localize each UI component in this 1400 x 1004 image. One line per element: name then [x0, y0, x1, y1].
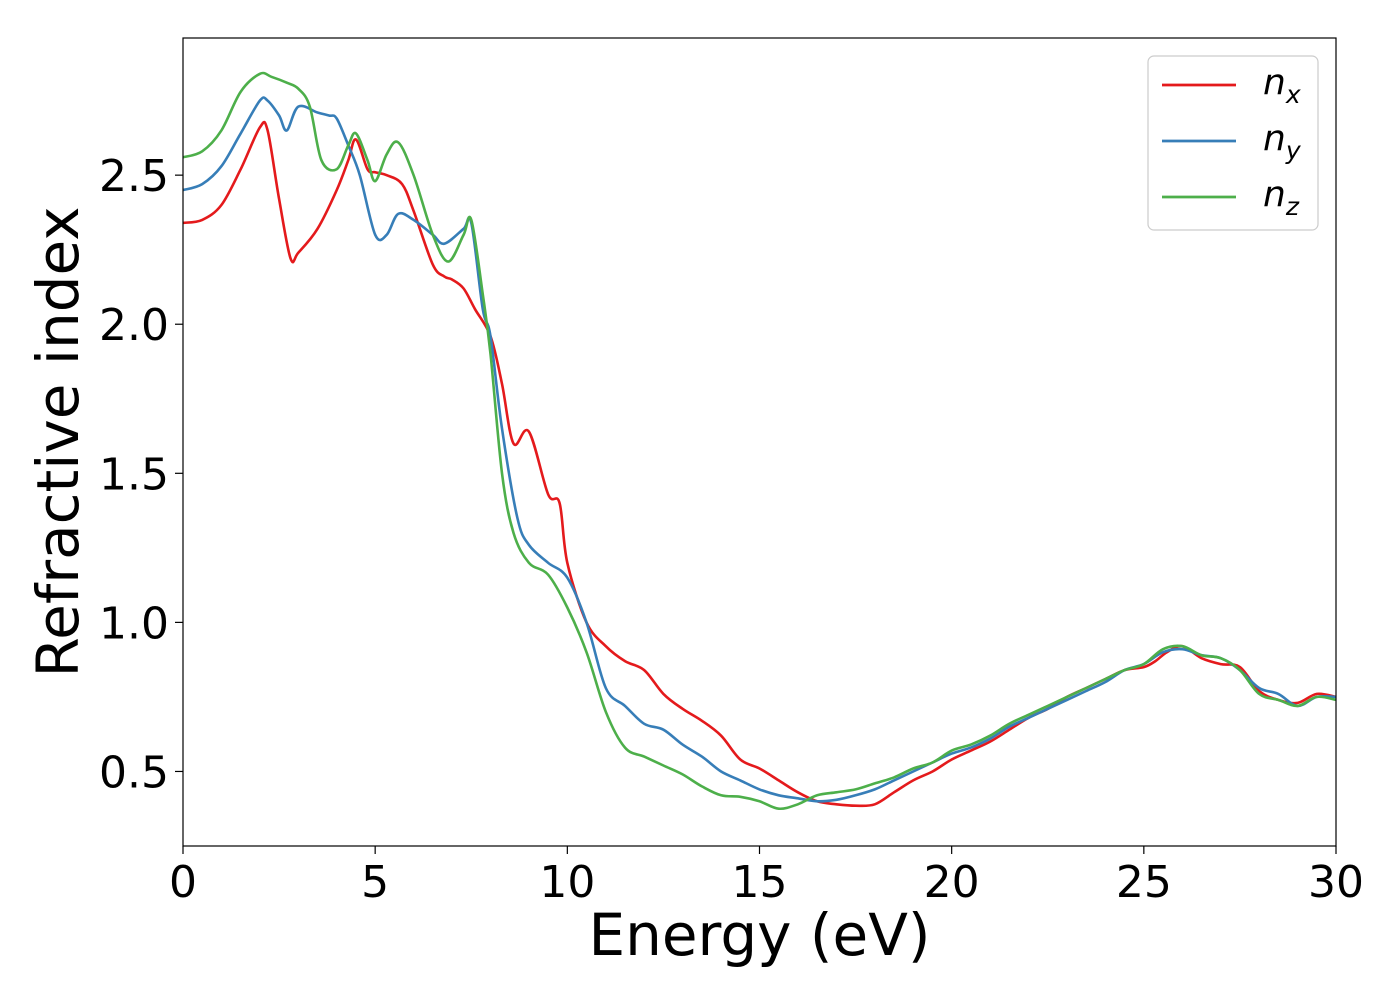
legend-label-y: ny: [1263, 118, 1302, 165]
x-axis-title: Energy (eV): [588, 901, 930, 969]
x-tick-label: 0: [169, 857, 197, 908]
y-tick-label: 0.5: [99, 747, 169, 798]
x-tick-label: 5: [361, 857, 389, 908]
y-tick-label: 1.5: [99, 449, 169, 500]
x-tick-label: 15: [732, 857, 788, 908]
x-tick-label: 10: [539, 857, 595, 908]
legend-label-base: n: [1263, 118, 1286, 159]
series-layer: [183, 71, 1336, 811]
y-tick-label: 2.0: [99, 300, 169, 351]
legend-label-subscript: z: [1285, 192, 1300, 221]
x-tick-label: 25: [1116, 857, 1172, 908]
legend-label-x: nx: [1263, 62, 1301, 109]
x-tick-label: 20: [924, 857, 980, 908]
legend-label-base: n: [1263, 174, 1286, 215]
y-tick-label: 2.5: [99, 151, 169, 202]
legend-label-base: n: [1263, 62, 1286, 103]
legend-label-subscript: y: [1285, 136, 1302, 165]
y-axis-title: Refractive index: [24, 206, 92, 677]
y-tick-label: 1.0: [99, 598, 169, 649]
x-tick-label: 30: [1308, 857, 1364, 908]
legend-box: [1147, 55, 1319, 231]
legend-label-z: nz: [1263, 174, 1300, 221]
y-axis: 0.5 1.0 1.5 2.0 2.5: [99, 151, 183, 798]
legend-label-subscript: x: [1285, 80, 1301, 109]
series-line-z: [183, 71, 1336, 811]
x-axis: 0 5 10 15 20 25 30: [169, 846, 1364, 908]
